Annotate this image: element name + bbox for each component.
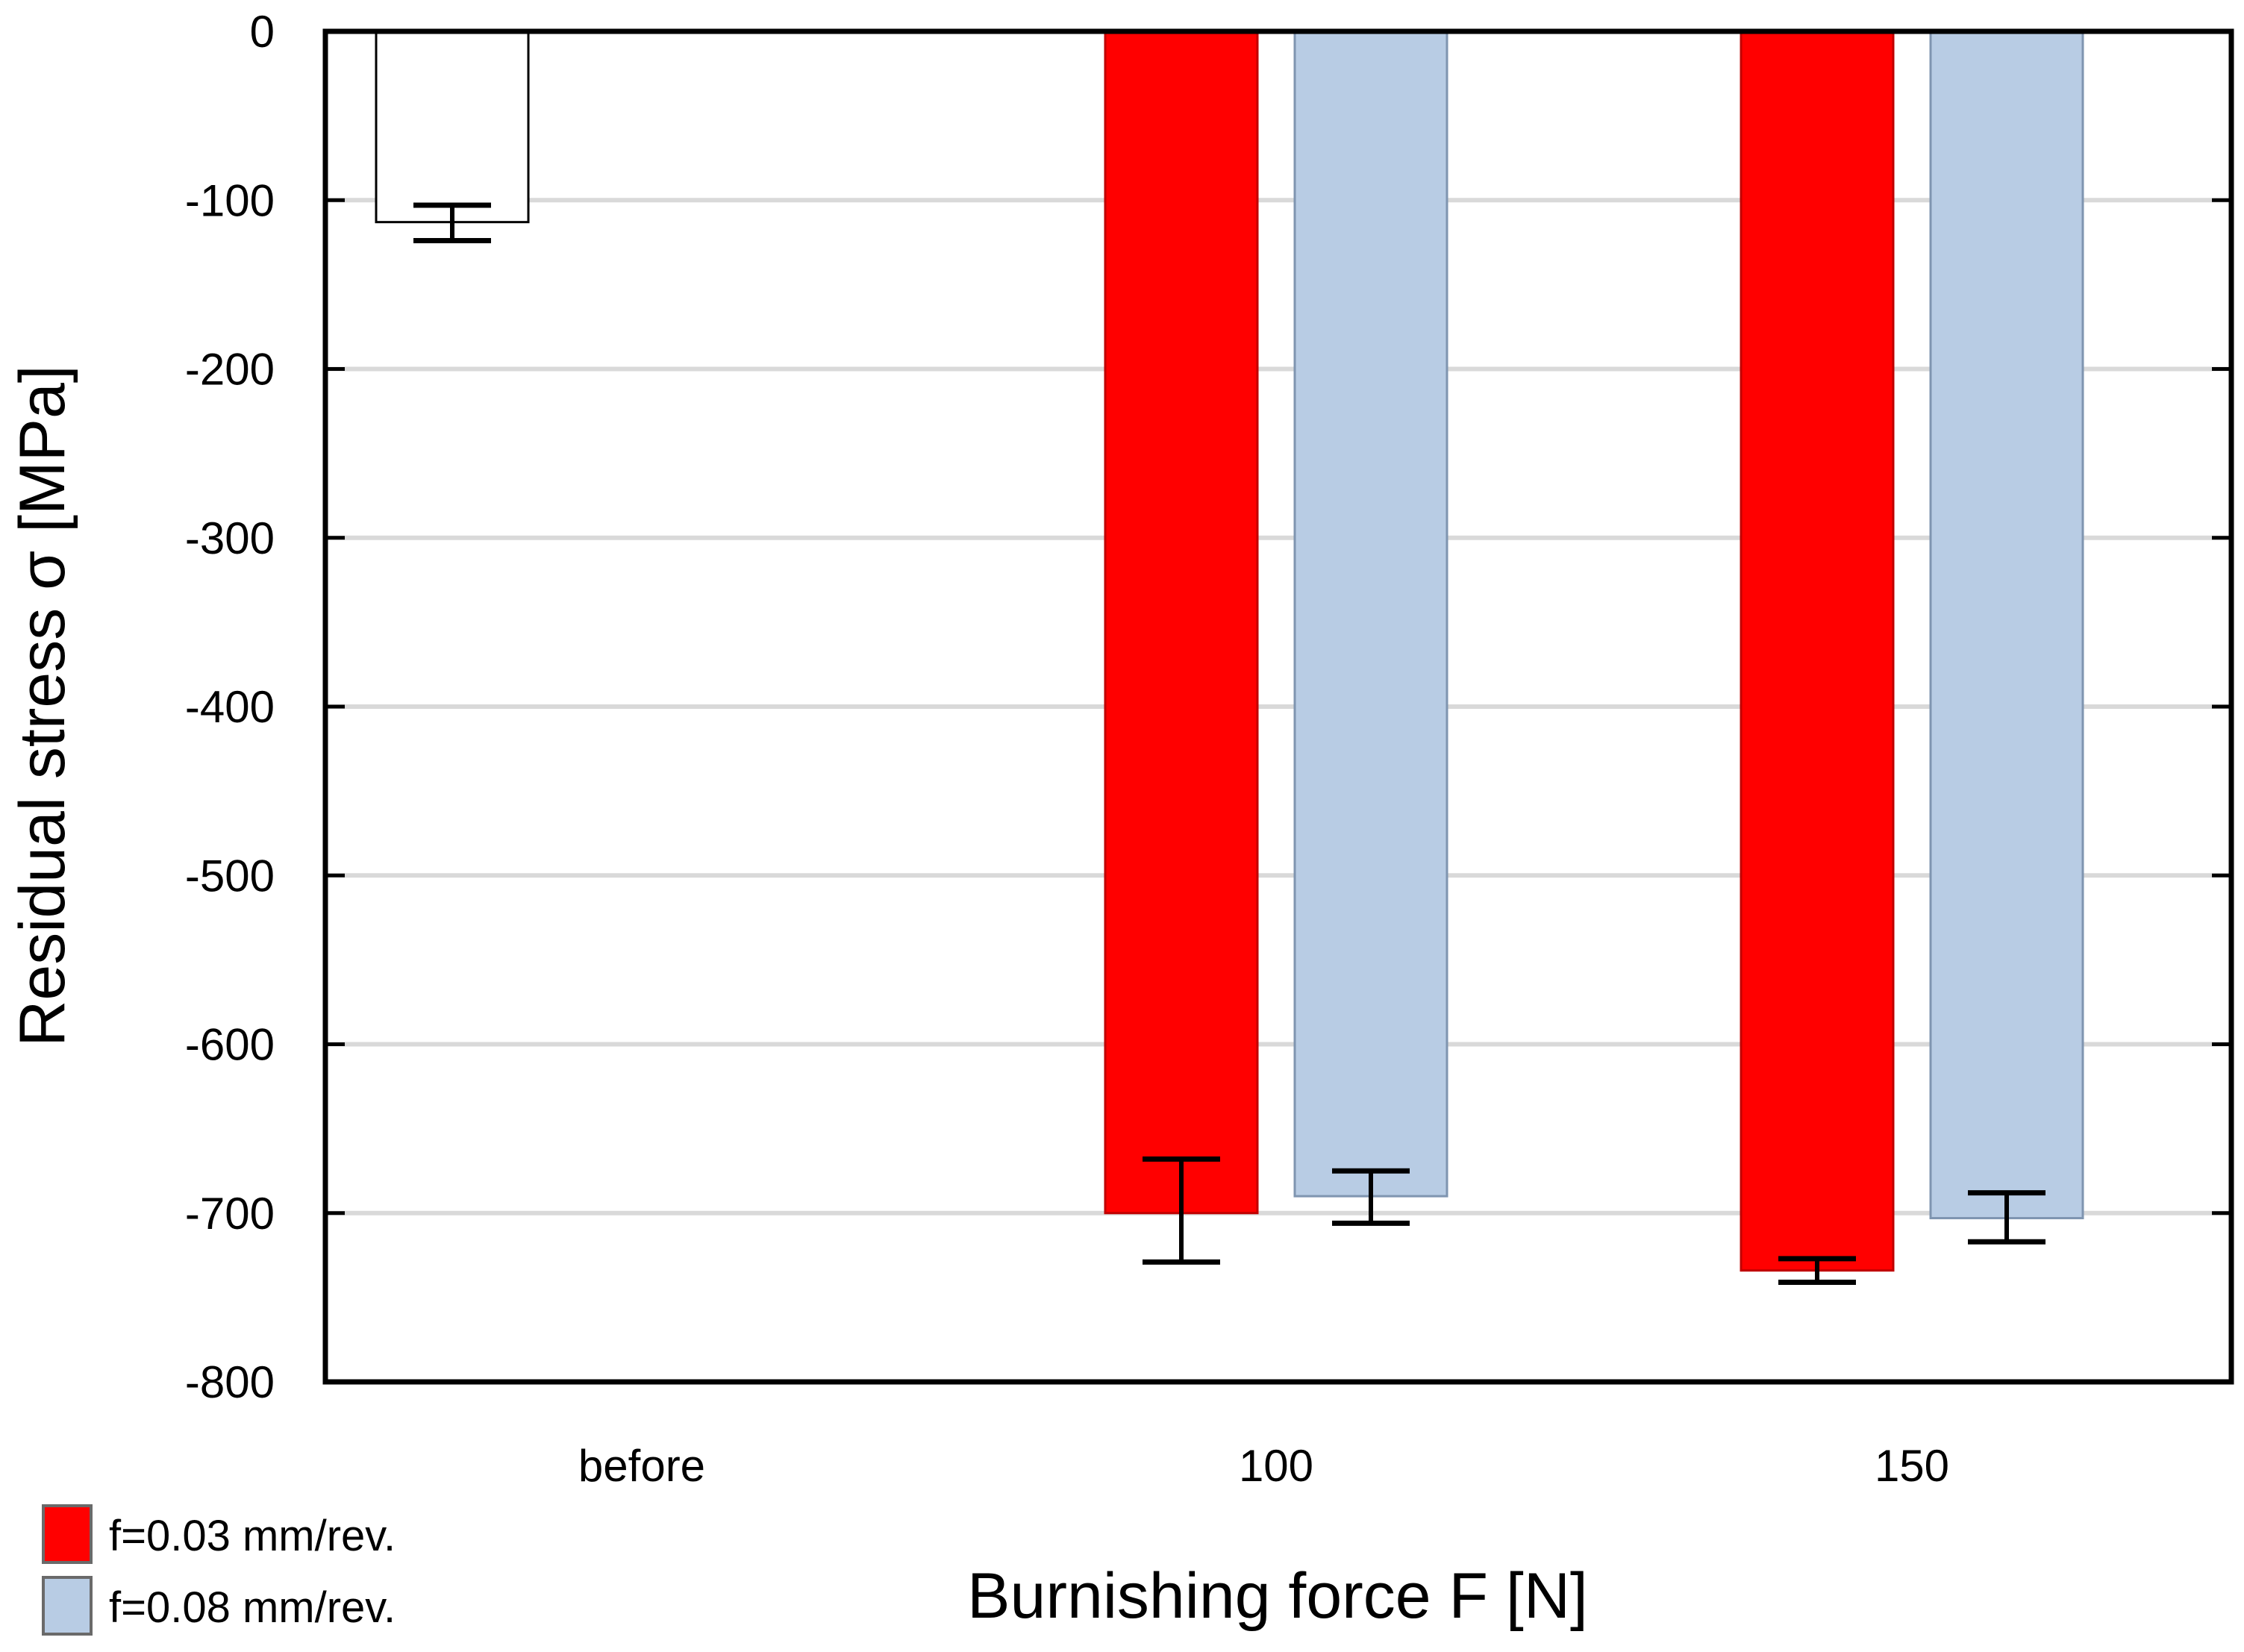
y-tick-label: -700 xyxy=(185,1189,275,1239)
bar xyxy=(375,30,530,224)
x-tick-labels: before 100 150 xyxy=(578,1441,1949,1491)
y-tick-label: -600 xyxy=(185,1020,275,1070)
error-bar xyxy=(1332,1168,1410,1226)
y-tick-label: -500 xyxy=(185,851,275,901)
legend-entry: f=0.08 mm/rev. xyxy=(42,1576,396,1636)
y-axis-title: Residual stress σ [MPa] xyxy=(7,365,78,1046)
y-tick-label: -100 xyxy=(185,175,275,225)
legend-entry: f=0.03 mm/rev. xyxy=(42,1504,396,1564)
bar xyxy=(1104,30,1259,1215)
error-bars xyxy=(413,202,2045,1286)
grid-lines xyxy=(325,29,2231,1384)
bar xyxy=(1929,30,2084,1220)
plot-frame xyxy=(322,28,2234,1385)
x-tick-label: before xyxy=(578,1441,705,1491)
error-bar xyxy=(1968,1190,2045,1245)
bar xyxy=(1740,30,1895,1272)
y-tick-label: -800 xyxy=(185,1357,275,1407)
error-bar xyxy=(413,202,491,244)
legend: f=0.03 mm/rev. f=0.08 mm/rev. xyxy=(42,1504,396,1636)
legend-swatch xyxy=(42,1504,93,1564)
error-bar xyxy=(1143,1156,1220,1265)
y-tick-label: -300 xyxy=(185,513,275,563)
bars xyxy=(375,30,2084,1272)
y-tick-label: -400 xyxy=(185,682,275,732)
x-tick-label: 100 xyxy=(1239,1441,1313,1491)
y-tick-label: 0 xyxy=(250,7,275,57)
bar xyxy=(1293,30,1448,1198)
legend-label: f=0.08 mm/rev. xyxy=(109,1583,396,1632)
y-tick-labels: 0 -100 -200 -300 -400 -500 -600 -700 -800 xyxy=(185,7,275,1407)
legend-label: f=0.03 mm/rev. xyxy=(109,1512,396,1560)
legend-swatch xyxy=(42,1576,93,1636)
y-tick-label: -200 xyxy=(185,345,275,395)
error-bar xyxy=(1778,1256,1856,1286)
x-axis-title: Burnishing force F [N] xyxy=(967,1560,1588,1632)
x-tick-label: 150 xyxy=(1875,1441,1949,1491)
